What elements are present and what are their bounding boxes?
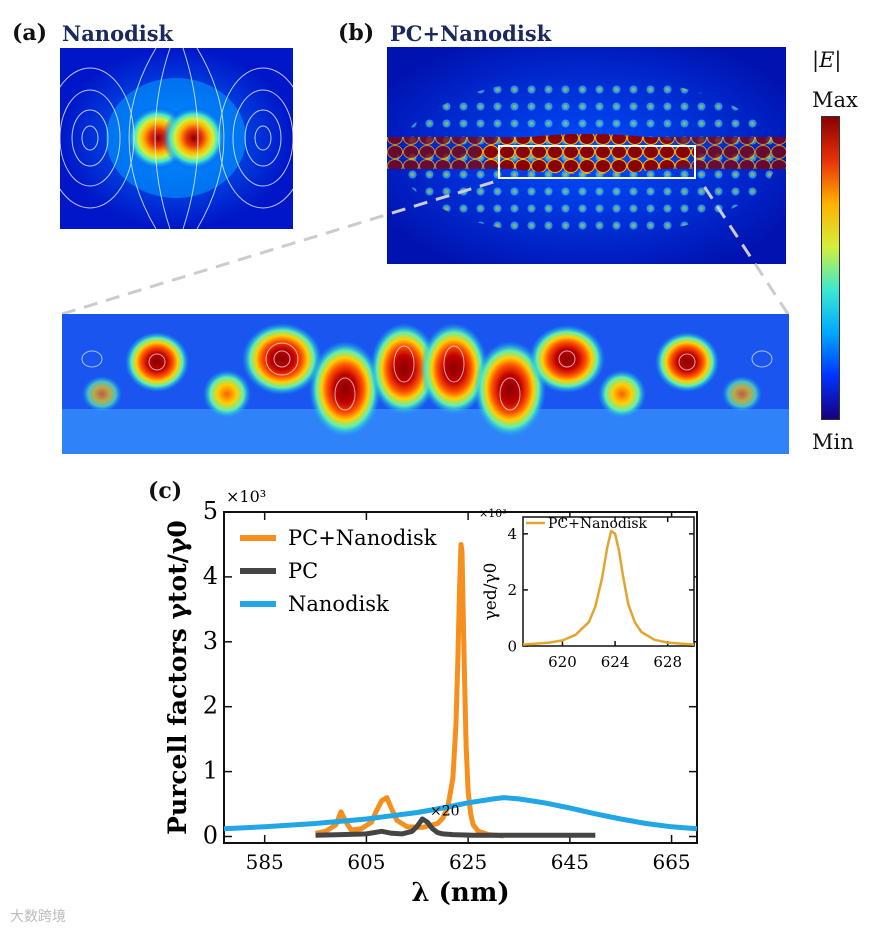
legend-label-0: PC+Nanodisk	[288, 526, 437, 550]
main-ylabel: Purcell factors γtot/γ0	[163, 520, 192, 835]
main-ytick-label: 0	[203, 822, 218, 850]
purcell-main-chart: 585 605 625 645 665 0 1 2 3 4 5 ×10³ λ (nm) Purcell f…	[163, 487, 698, 908]
main-xtick-label: 665	[652, 850, 690, 874]
panel-c-letter: (c)	[148, 478, 183, 504]
main-ytick-label: 5	[203, 497, 218, 525]
watermark: 大数跨境	[10, 909, 66, 925]
panel-b-letter: (b)	[338, 20, 375, 46]
inset-ytick-label: 4	[507, 525, 517, 543]
zoom-connector-lines	[61, 178, 790, 316]
inset-xtick-label: 620	[548, 653, 577, 671]
nanodisk-field-map	[60, 48, 293, 229]
inset-ytick-label: 2	[507, 581, 517, 599]
pc-nanodisk-field-map	[387, 47, 786, 264]
inset-frame	[522, 516, 695, 647]
panel-b-title: PC+Nanodisk	[390, 21, 552, 46]
panel-a-title: Nanodisk	[62, 21, 174, 46]
zoomed-field-map	[62, 314, 789, 454]
main-xtick-label: 625	[449, 850, 487, 874]
main-ytick-label: 4	[203, 562, 218, 590]
main-xtick-label: 605	[347, 850, 385, 874]
legend-label-2: Nanodisk	[288, 592, 389, 616]
legend-label-1: PC	[288, 559, 318, 583]
panel-a-letter: (a)	[12, 20, 48, 46]
inset-ytick-label: 0	[507, 637, 517, 655]
main-series-nanodisk	[223, 795, 698, 832]
colorbar	[821, 116, 840, 420]
inset-y-multiplier: ×10³	[479, 507, 507, 520]
pc-scale-annotation: ×20	[430, 804, 460, 820]
inset-ylabel: γed/γ0	[481, 563, 501, 621]
main-xlabel: λ (nm)	[411, 878, 509, 908]
inset-legend-label: PC+Nanodisk	[548, 516, 648, 532]
main-ytick-label: 1	[203, 757, 218, 785]
main-xtick-label: 645	[551, 850, 589, 874]
colorbar-title: |E|	[812, 48, 842, 72]
main-xtick-label: 585	[246, 850, 284, 874]
main-ytick-label: 2	[203, 692, 218, 720]
colorbar-min-label: Min	[812, 430, 854, 454]
inset-xtick-label: 624	[601, 653, 630, 671]
inset-xtick-label: 628	[653, 653, 682, 671]
colorbar-max-label: Max	[812, 88, 858, 112]
main-series-pc-nanodisk	[315, 542, 504, 839]
main-series-pc	[315, 816, 596, 838]
main-y-multiplier: ×10³	[226, 487, 266, 506]
main-ytick-label: 3	[203, 627, 218, 655]
inset-series-pc-nanodisk	[522, 529, 695, 646]
